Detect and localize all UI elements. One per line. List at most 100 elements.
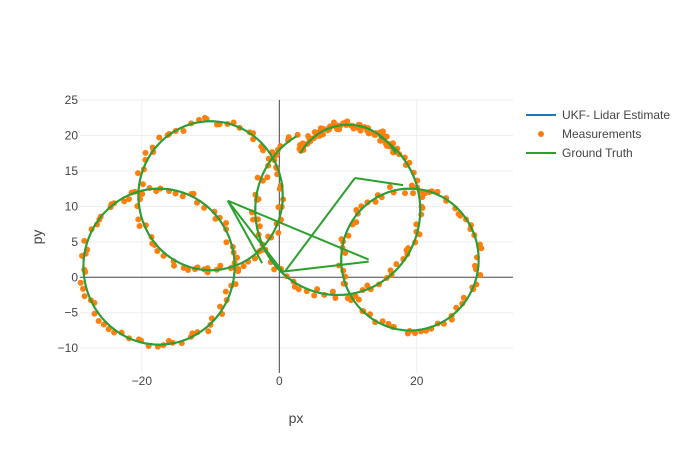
measurement-point — [121, 198, 128, 205]
measurement-point — [342, 250, 349, 257]
measurement-point — [329, 288, 336, 295]
measurement-point — [179, 193, 186, 200]
measurement-point — [180, 127, 187, 134]
measurement-point — [213, 121, 220, 128]
ground-truth-line — [226, 200, 264, 264]
measurement-point — [222, 288, 229, 295]
measurement-point — [91, 310, 98, 317]
x-tick-label: 0 — [276, 374, 283, 388]
measurement-point — [136, 222, 143, 229]
legend-label-estimate: UKF- Lidar Estimate — [562, 108, 670, 122]
x-tick-label: 20 — [410, 374, 424, 388]
legend-item-estimate[interactable]: UKF- Lidar Estimate — [526, 108, 670, 122]
legend-label-ground-truth: Ground Truth — [562, 146, 633, 160]
ground-truth-series — [82, 120, 480, 346]
measurement-point — [352, 293, 359, 300]
ground-truth-line — [284, 177, 356, 273]
measurement-point — [365, 130, 372, 137]
measurement-point — [235, 265, 242, 272]
measurement-point — [142, 149, 149, 156]
ground-truth-line — [226, 200, 284, 273]
x-axis-label: px — [289, 410, 304, 426]
measurement-point — [223, 220, 230, 227]
measurement-point — [81, 237, 88, 244]
measurement-point — [234, 254, 241, 261]
measurement-point — [311, 292, 318, 299]
ground-truth-line — [137, 120, 284, 272]
measurement-point — [460, 294, 467, 301]
measurement-point — [139, 191, 146, 198]
measurement-point — [412, 330, 419, 337]
x-axis-ticks: −20 0 20 — [132, 374, 424, 388]
ground-truth-line — [254, 135, 422, 297]
measurement-point — [386, 183, 393, 190]
y-tick-label: −5 — [64, 306, 78, 320]
measurement-point — [357, 127, 364, 134]
measurement-point — [171, 262, 178, 269]
legend-item-measurements[interactable]: Measurements — [538, 127, 641, 141]
measurement-point — [77, 279, 84, 286]
y-tick-label: 5 — [71, 235, 78, 249]
measurement-point — [402, 190, 409, 197]
measurement-point — [305, 132, 312, 139]
measurement-point — [135, 216, 142, 223]
measurement-point — [80, 285, 87, 292]
ground-truth-line — [227, 199, 370, 261]
measurement-point — [217, 303, 224, 310]
measurement-point — [156, 134, 163, 141]
measurement-point — [332, 295, 339, 302]
y-axis-ticks: −10 −5 0 5 10 15 20 25 — [58, 93, 79, 355]
measurement-point — [271, 266, 278, 273]
measurement-point — [350, 125, 357, 132]
y-tick-label: 0 — [71, 270, 78, 284]
y-tick-label: 25 — [65, 93, 79, 107]
legend-item-ground-truth[interactable]: Ground Truth — [526, 146, 633, 160]
measurement-point — [172, 190, 179, 197]
grid-lines — [80, 99, 513, 373]
measurement-point — [344, 295, 351, 302]
ground-truth-line — [340, 187, 480, 332]
measurement-point — [250, 216, 257, 223]
legend[interactable]: UKF- Lidar Estimate Measurements Ground … — [526, 108, 670, 160]
measurement-point — [372, 198, 379, 205]
measurements-series — [77, 114, 485, 350]
measurement-point — [240, 263, 247, 270]
measurement-point — [232, 281, 239, 288]
measurement-point — [299, 140, 306, 147]
measurement-point — [135, 170, 142, 177]
measurement-point — [314, 286, 321, 293]
y-tick-label: 15 — [65, 164, 79, 178]
measurement-point — [201, 114, 208, 121]
measurement-point — [477, 272, 484, 279]
measurement-point — [345, 232, 352, 239]
measurement-point — [295, 286, 302, 293]
measurement-point — [95, 317, 102, 324]
measurement-point — [254, 174, 261, 181]
measurement-point — [154, 247, 161, 254]
ground-truth-line — [354, 177, 404, 187]
measurement-point — [264, 174, 271, 181]
zero-lines — [80, 100, 513, 373]
measurement-point — [419, 194, 426, 201]
y-tick-label: 20 — [65, 128, 79, 142]
measurement-point — [223, 239, 230, 246]
measurement-point — [344, 118, 351, 125]
x-tick-label: −20 — [132, 374, 153, 388]
measurement-point — [275, 229, 282, 236]
measurement-point — [125, 196, 132, 203]
measurement-point — [100, 321, 107, 328]
ground-truth-line — [282, 260, 369, 273]
y-tick-label: 10 — [65, 199, 79, 213]
measurement-point — [105, 326, 112, 333]
measurement-point — [476, 241, 483, 248]
measurement-point — [471, 262, 478, 269]
y-tick-label: −10 — [58, 341, 79, 355]
legend-swatch-measurements — [538, 131, 544, 137]
measurement-point — [217, 262, 224, 269]
measurement-point — [81, 293, 88, 300]
measurement-point — [251, 255, 258, 262]
measurement-point — [185, 267, 192, 274]
measurement-point — [256, 223, 263, 230]
legend-label-measurements: Measurements — [562, 127, 641, 141]
